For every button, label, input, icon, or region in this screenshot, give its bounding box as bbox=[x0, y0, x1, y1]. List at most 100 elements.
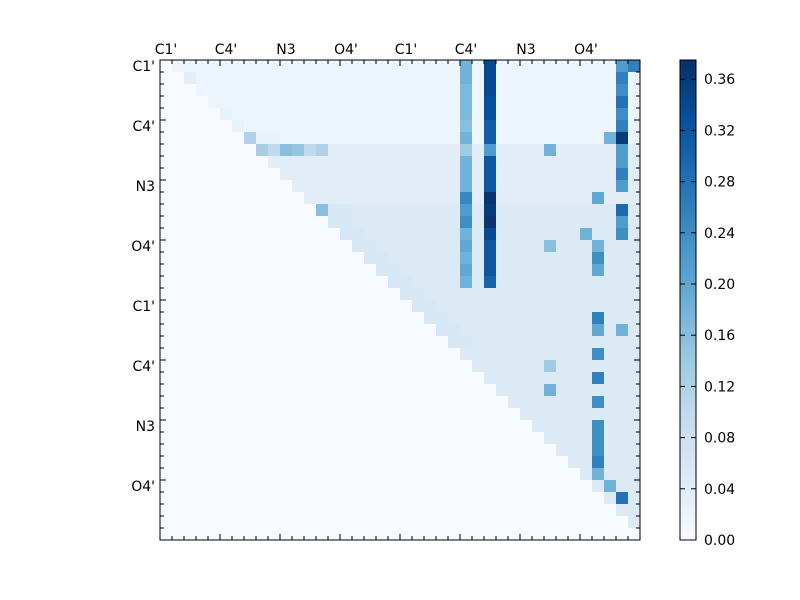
colorbar-segment bbox=[680, 176, 696, 181]
heatmap-cell bbox=[508, 60, 521, 73]
heatmap-cell bbox=[508, 276, 521, 289]
heatmap-cell bbox=[424, 348, 437, 361]
heatmap-cell bbox=[184, 228, 197, 241]
heatmap-cell bbox=[412, 156, 425, 169]
heatmap-cell bbox=[412, 432, 425, 445]
heatmap-cell bbox=[436, 444, 449, 457]
colorbar-tick-label: 0.36 bbox=[704, 72, 735, 88]
colorbar-segment bbox=[680, 112, 696, 117]
heatmap-cell bbox=[424, 444, 437, 457]
heatmap-cell bbox=[628, 516, 641, 529]
heatmap-cell bbox=[376, 324, 389, 337]
colorbar-segment bbox=[680, 416, 696, 421]
heatmap-cell bbox=[352, 348, 365, 361]
colorbar-segment bbox=[680, 100, 696, 105]
heatmap-cell bbox=[196, 120, 209, 133]
colorbar-segment bbox=[680, 220, 696, 225]
heatmap-cell bbox=[544, 348, 557, 361]
heatmap-cell bbox=[364, 312, 377, 325]
heatmap-cell bbox=[388, 216, 401, 229]
colorbar-segment bbox=[680, 140, 696, 145]
heatmap-cell bbox=[184, 396, 197, 409]
heatmap-cell bbox=[604, 204, 617, 217]
heatmap-cell bbox=[196, 468, 209, 481]
heatmap-cell bbox=[412, 192, 425, 205]
heatmap-cell bbox=[352, 96, 365, 109]
heatmap-cell bbox=[184, 264, 197, 277]
heatmap-cell bbox=[208, 228, 221, 241]
heatmap-cell bbox=[496, 372, 509, 385]
heatmap-cell bbox=[328, 96, 341, 109]
heatmap-cell bbox=[208, 300, 221, 313]
heatmap-cell bbox=[328, 444, 341, 457]
heatmap-cell bbox=[532, 240, 545, 253]
heatmap-cell bbox=[340, 468, 353, 481]
heatmap-cell bbox=[580, 252, 593, 265]
heatmap-cell bbox=[304, 468, 317, 481]
heatmap-cell bbox=[304, 384, 317, 397]
heatmap-cell bbox=[628, 324, 641, 337]
heatmap-cell bbox=[292, 132, 305, 145]
heatmap-cell bbox=[316, 372, 329, 385]
heatmap-cell bbox=[520, 132, 533, 145]
heatmap-cell bbox=[352, 528, 365, 541]
heatmap-cell bbox=[544, 324, 557, 337]
heatmap-cell bbox=[172, 516, 185, 529]
heatmap-cell bbox=[508, 288, 521, 301]
heatmap-cell bbox=[592, 432, 605, 445]
heatmap-cell bbox=[196, 216, 209, 229]
heatmap-cell bbox=[280, 120, 293, 133]
heatmap-cell bbox=[544, 264, 557, 277]
heatmap-cell bbox=[628, 252, 641, 265]
heatmap-cell bbox=[436, 240, 449, 253]
colorbar-segment bbox=[680, 264, 696, 269]
heatmap-cell bbox=[472, 528, 485, 541]
heatmap-cell bbox=[172, 384, 185, 397]
colorbar-segment bbox=[680, 536, 696, 541]
heatmap-cell bbox=[304, 444, 317, 457]
heatmap-cell bbox=[580, 300, 593, 313]
heatmap-cell bbox=[388, 228, 401, 241]
heatmap-cell bbox=[616, 408, 629, 421]
heatmap-cell bbox=[484, 300, 497, 313]
heatmap-cell bbox=[172, 324, 185, 337]
heatmap-cell bbox=[280, 216, 293, 229]
heatmap-cell bbox=[484, 204, 497, 217]
heatmap-cell bbox=[328, 504, 341, 517]
heatmap-cell bbox=[556, 192, 569, 205]
heatmap-cell bbox=[568, 108, 581, 121]
heatmap-cell bbox=[568, 180, 581, 193]
heatmap-cell bbox=[568, 528, 581, 541]
heatmap-cell bbox=[328, 468, 341, 481]
heatmap-cell bbox=[460, 168, 473, 181]
colorbar-segment bbox=[680, 356, 696, 361]
heatmap-cell bbox=[160, 384, 173, 397]
heatmap-cell bbox=[484, 72, 497, 85]
heatmap-cell bbox=[520, 84, 533, 97]
heatmap-cell bbox=[544, 384, 557, 397]
heatmap-cell bbox=[328, 264, 341, 277]
heatmap-cell bbox=[160, 300, 173, 313]
heatmap-cell bbox=[256, 84, 269, 97]
heatmap-cell bbox=[448, 180, 461, 193]
heatmap-cell bbox=[364, 516, 377, 529]
heatmap-cell bbox=[496, 348, 509, 361]
heatmap-cell bbox=[496, 84, 509, 97]
heatmap-cell bbox=[484, 408, 497, 421]
heatmap-cell bbox=[472, 408, 485, 421]
colorbar-segment bbox=[680, 436, 696, 441]
heatmap-cell bbox=[532, 72, 545, 85]
heatmap-cell bbox=[196, 516, 209, 529]
heatmap-cell bbox=[544, 60, 557, 73]
heatmap-cell bbox=[436, 468, 449, 481]
heatmap-cell bbox=[544, 480, 557, 493]
heatmap-cell bbox=[364, 384, 377, 397]
heatmap-cell bbox=[400, 204, 413, 217]
heatmap-cell bbox=[328, 156, 341, 169]
heatmap-cell bbox=[424, 204, 437, 217]
heatmap-cell bbox=[616, 192, 629, 205]
heatmap-cell bbox=[412, 360, 425, 373]
heatmap-cell bbox=[580, 72, 593, 85]
heatmap-cell bbox=[520, 120, 533, 133]
colorbar-segment bbox=[680, 296, 696, 301]
